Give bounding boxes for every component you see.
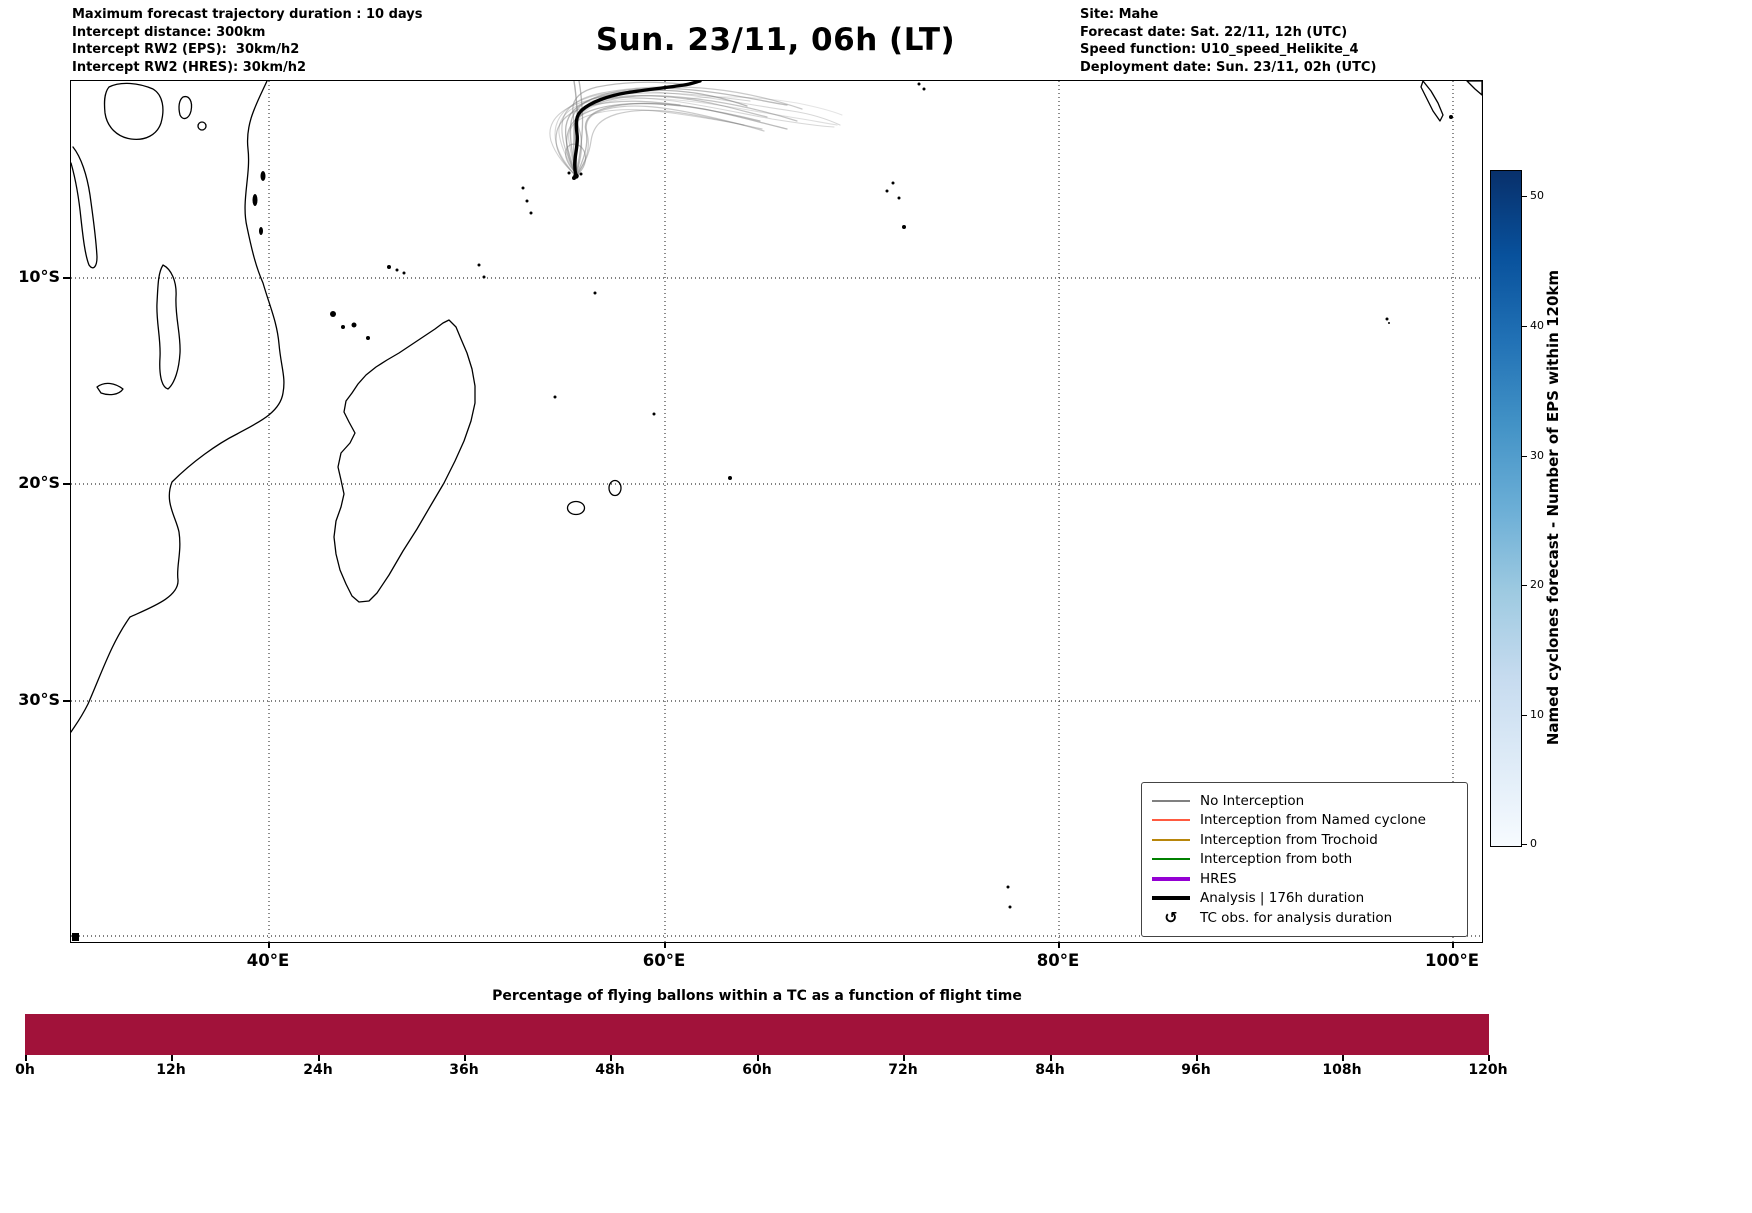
analysis-track [573,81,702,179]
rotate-arrow-icon: ↺ [1164,907,1178,927]
bottom-axis-tick [1050,1055,1052,1061]
max-duration-text: Maximum forecast trajectory duration : 1… [72,7,423,22]
colorbar-tick [1522,326,1527,328]
legend-item-tc-obs: ↺ TC obs. for analysis duration [1152,908,1459,928]
bottom-chart-title: Percentage of flying ballons within a TC… [492,988,1022,1004]
eps-ensemble-trajectories [549,81,843,177]
bottom-tick-label: 60h [742,1062,772,1078]
bottom-tick-label: 12h [156,1062,186,1078]
colorbar-tick-label: 50 [1530,189,1544,202]
forecast-date-text: Forecast date: Sat. 22/11, 12h (UTC) [1080,24,1348,40]
ytick-label-20s: 20°S [18,473,60,492]
colorbar-tick-label: 40 [1530,319,1544,332]
axis-tick [63,277,71,279]
ytick-label-10s: 10°S [18,267,60,286]
purple-line-sample [1152,876,1190,881]
bottom-tick-label: 96h [1181,1062,1211,1078]
small-islands [72,82,1453,941]
axis-tick [268,942,270,948]
launch-site-marker [573,173,579,179]
lake-cahora-bassa [96,382,124,396]
reunion-outline [566,500,586,516]
africa-coastline [71,81,285,733]
intercept-rw2-hres-text: Intercept RW2 (HRES): 30km/h2 [72,59,307,75]
map-legend: No Interception Interception from Named … [1141,782,1468,937]
eps-colorbar [1490,170,1522,847]
bottom-tick-label: 24h [303,1062,333,1078]
bottom-axis-tick [610,1055,612,1061]
bottom-axis-tick [1342,1055,1344,1061]
coastlines [71,81,1482,733]
legend-item-hres: HRES [1152,869,1459,889]
green-line-sample [1152,858,1190,861]
bottom-tick-label: 84h [1035,1062,1065,1078]
legend-item-trochoid: Interception from Trochoid [1152,830,1459,850]
colorbar-tick [1522,715,1527,717]
axis-tick [63,700,71,702]
bottom-tick-label: 72h [888,1062,918,1078]
lake-small-2 [197,121,207,131]
lake-victoria [103,82,164,141]
bottom-tick-label: 48h [595,1062,625,1078]
speed-function-text: Speed function: U10_speed_Helikite_4 [1080,42,1359,57]
lake-small-1 [178,95,193,120]
gray-line-sample [1152,799,1190,802]
madagascar-outline [333,319,476,603]
axis-tick [1452,942,1454,948]
forecast-parameters-block: Maximum forecast trajectory duration : 1… [72,6,423,76]
colorbar-tick [1522,585,1527,587]
black-line-sample [1152,896,1190,901]
bottom-axis-tick [1196,1055,1198,1061]
bottom-axis-tick [171,1055,173,1061]
bottom-tick-label: 108h [1322,1062,1362,1078]
axis-tick [664,942,666,948]
intercept-rw2-eps-text: Intercept RW2 (EPS): 30km/h2 [72,42,300,57]
trajectory-map: No Interception Interception from Named … [70,80,1483,943]
sumatra-corner [1466,81,1482,96]
colorbar-tick [1522,456,1527,458]
xtick-label-40e: 40°E [246,951,290,970]
map-canvas [71,81,1482,942]
bottom-axis-tick [757,1055,759,1061]
colorbar-tick-label: 20 [1530,578,1544,591]
bottom-axis-tick [25,1055,27,1061]
orange-line-sample [1152,819,1190,822]
bottom-axis-tick [464,1055,466,1061]
bottom-axis-tick [903,1055,905,1061]
olive-line-sample [1152,838,1190,841]
site-text: Site: Mahe [1080,7,1159,22]
colorbar-label: Named cyclones forecast - Number of EPS … [1544,269,1562,746]
colorbar-label-wrap: Named cyclones forecast - Number of EPS … [1540,170,1566,845]
colorbar-tick [1522,196,1527,198]
site-info-block: Site: Mahe Forecast date: Sat. 22/11, 12… [1080,6,1376,76]
lake-tanganyika [71,146,98,269]
ytick-label-30s: 30°S [18,690,60,709]
xtick-label-80e: 80°E [1036,951,1080,970]
bottom-tick-label: 36h [449,1062,479,1078]
axis-tick [63,483,71,485]
colorbar-tick [1522,844,1527,846]
bottom-axis-tick [1488,1055,1490,1061]
lake-malawi [156,264,181,390]
legend-item-no-interception: No Interception [1152,791,1459,811]
xtick-label-100e: 100°E [1425,951,1479,970]
deployment-date-text: Deployment date: Sun. 23/11, 02h (UTC) [1080,59,1377,75]
figure-title: Sun. 23/11, 06h (LT) [595,22,956,58]
mauritius-outline [608,479,622,497]
colorbar-tick-label: 0 [1530,837,1537,850]
bottom-tick-label: 120h [1468,1062,1508,1078]
bottom-axis-tick [318,1055,320,1061]
intercept-distance-text: Intercept distance: 300km [72,24,266,40]
legend-item-named-cyclone: Interception from Named cyclone [1152,811,1459,831]
axis-tick [1058,942,1060,948]
colorbar-tick-label: 10 [1530,708,1544,721]
legend-item-both: Interception from both [1152,850,1459,870]
tc-percentage-bar [25,1014,1489,1055]
legend-item-analysis: Analysis | 176h duration [1152,889,1459,909]
mentawai-islands [1420,81,1444,122]
xtick-label-60e: 60°E [642,951,686,970]
colorbar-tick-label: 30 [1530,449,1544,462]
bottom-tick-label: 0h [15,1062,35,1078]
